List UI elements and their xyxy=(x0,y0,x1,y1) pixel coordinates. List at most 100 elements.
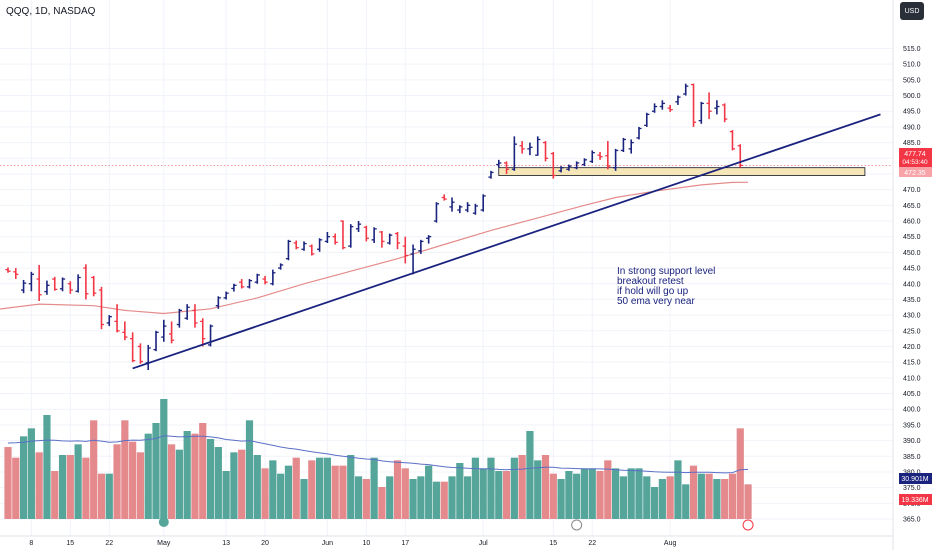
volume-bar xyxy=(518,455,526,519)
candle xyxy=(714,100,720,115)
candle xyxy=(340,220,346,250)
volume-bar xyxy=(573,473,581,519)
volume-bar xyxy=(175,449,183,519)
candle xyxy=(348,224,354,248)
candle xyxy=(145,344,151,371)
candle xyxy=(683,83,689,96)
volume-bar xyxy=(222,471,230,519)
candle xyxy=(433,202,440,223)
candle xyxy=(215,296,221,309)
candle xyxy=(581,158,588,167)
candle xyxy=(597,152,603,160)
candle xyxy=(620,137,627,153)
volume-bar xyxy=(214,447,222,519)
candle xyxy=(278,263,284,270)
candle xyxy=(558,166,564,173)
candle xyxy=(644,112,650,127)
price-candles xyxy=(5,83,743,371)
volume-bar xyxy=(121,420,129,519)
y-tick-label: 490.0 xyxy=(903,124,921,131)
volume-bar xyxy=(19,436,28,519)
volume-bar xyxy=(682,484,690,519)
vol-badges xyxy=(158,517,754,531)
candle xyxy=(574,161,580,170)
price-label-ema-value: 472.35 xyxy=(904,170,926,177)
candle xyxy=(387,233,393,245)
candle xyxy=(270,269,276,286)
candle xyxy=(535,136,541,156)
candle xyxy=(511,136,517,171)
volume-bar xyxy=(386,476,394,519)
volume-bar xyxy=(393,460,402,519)
volume-bar xyxy=(4,447,12,519)
volume-bar xyxy=(425,465,433,519)
candle xyxy=(239,279,245,289)
y-tick-label: 495.0 xyxy=(903,109,921,116)
volume-bar xyxy=(12,457,20,519)
candle xyxy=(410,244,416,275)
y-tick-label: 440.0 xyxy=(903,281,921,288)
candle xyxy=(98,286,105,330)
price-label-ema: 472.35 xyxy=(899,167,932,177)
volume-bar xyxy=(588,468,596,519)
y-tick-label: 380.0 xyxy=(903,469,921,476)
x-tick-label: 22 xyxy=(105,540,113,547)
y-tick-label: 470.0 xyxy=(903,187,921,194)
volume-bar xyxy=(308,460,316,519)
candle xyxy=(527,142,533,156)
y-tick-label: 410.0 xyxy=(903,375,921,382)
candle xyxy=(355,221,362,232)
candle xyxy=(441,194,447,201)
volume-bar xyxy=(697,473,705,519)
price-label-last: 477.74 04:53:40 xyxy=(899,148,932,167)
candle xyxy=(636,126,642,140)
y-tick-label: 450.0 xyxy=(903,250,921,257)
volume-bar xyxy=(82,457,90,519)
volume-bar xyxy=(230,452,238,519)
volume-bar xyxy=(354,476,363,519)
y-tick-label: 505.0 xyxy=(903,77,921,84)
price-label-last-value: 477.74 xyxy=(904,151,926,158)
volume-label-last-value: 19.336M xyxy=(901,497,928,504)
volume-bar xyxy=(728,473,737,519)
volume-bar xyxy=(199,423,207,519)
volume-bar xyxy=(689,465,698,519)
volume-bar xyxy=(596,471,604,519)
candle xyxy=(254,273,260,284)
volume-bar xyxy=(658,479,666,519)
candle xyxy=(20,279,27,294)
candle xyxy=(301,241,307,251)
volume-bar xyxy=(643,476,651,519)
candle xyxy=(457,205,463,214)
volume-bar xyxy=(316,457,324,519)
volume-bar xyxy=(440,481,448,519)
y-tick-label: 395.0 xyxy=(903,422,921,429)
x-tick-label: Jul xyxy=(479,540,488,547)
volume-bar xyxy=(541,455,550,519)
y-tick-label: 420.0 xyxy=(903,344,921,351)
volume-bar xyxy=(245,420,254,519)
x-tick-label: 13 xyxy=(222,540,230,547)
y-axis-panel xyxy=(893,0,932,550)
currency-button[interactable]: USD xyxy=(900,2,924,20)
candle xyxy=(394,231,401,250)
candle xyxy=(317,238,323,252)
volume-bar xyxy=(323,457,331,519)
candle xyxy=(628,139,634,154)
volume-label-avg-value: 30.901M xyxy=(901,476,928,483)
candle xyxy=(5,267,11,273)
volume-bar xyxy=(464,476,472,519)
volume-bar xyxy=(206,439,215,519)
volume-bar xyxy=(456,463,464,519)
candle xyxy=(309,244,315,256)
candle xyxy=(379,231,385,248)
y-tick-label: 455.0 xyxy=(903,234,921,241)
candle xyxy=(566,164,572,171)
candle xyxy=(137,343,144,364)
y-tick-label: 465.0 xyxy=(903,203,921,210)
x-tick-label: Jun xyxy=(322,540,333,547)
x-tick-label: May xyxy=(157,540,171,547)
candle xyxy=(28,271,34,292)
volume-bar xyxy=(549,473,557,519)
